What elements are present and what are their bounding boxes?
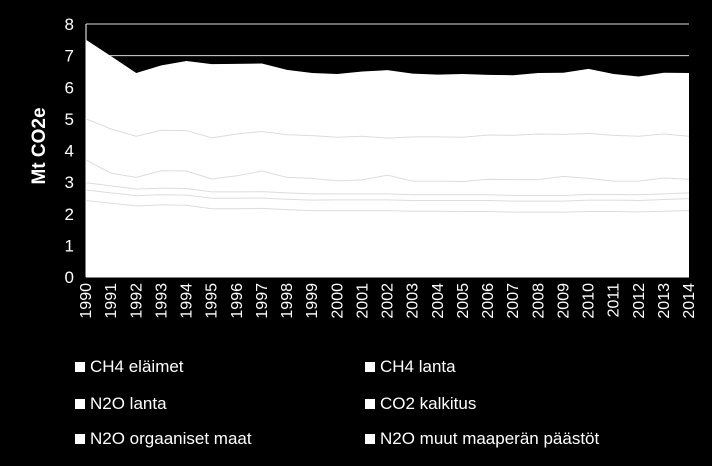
series-boundary-5 (85, 118, 690, 139)
x-tick-label: 1997 (254, 283, 271, 319)
x-tick-label: 1998 (279, 283, 296, 319)
y-tick-label: 4 (65, 142, 74, 161)
x-tick-label: 2010 (581, 283, 598, 319)
x-tick-label: 1999 (304, 283, 321, 319)
y-tick-label: 3 (65, 173, 74, 192)
x-tick-labels: 1990 1991 1992 1993 1994 1995 1996 1997 1998 1999… (78, 283, 698, 319)
x-tick-label: 1991 (103, 283, 120, 319)
y-tick-label: 0 (65, 268, 74, 287)
x-tick-label: 1990 (78, 283, 95, 319)
y-tick-label: 6 (65, 78, 74, 97)
x-tick-label: 2012 (631, 283, 648, 319)
area-3 (86, 182, 689, 202)
area-4 (86, 159, 689, 196)
series-boundary-2 (85, 189, 690, 202)
area-1 (86, 200, 689, 277)
x-tick-label: 2004 (430, 283, 447, 319)
x-tick-label: 2009 (555, 283, 572, 319)
series-boundary-4 (85, 159, 690, 182)
y-tick-label: 5 (65, 110, 74, 129)
axes (85, 24, 689, 278)
x-tick-label: 1992 (128, 283, 145, 319)
y-tick-label: 7 (65, 47, 74, 66)
x-tick-label: 2001 (354, 283, 371, 319)
series-boundary-3 (85, 182, 690, 196)
x-tick-label: 2013 (656, 283, 673, 319)
area-6 (86, 39, 689, 139)
x-tick-label: 2008 (530, 283, 547, 319)
y-axis-label: Mt CO2e (29, 107, 50, 184)
y-tick-labels: 0 1 2 3 4 5 6 7 8 (65, 15, 74, 287)
y-tick-label: 1 (65, 236, 74, 255)
x-tick-label: 2011 (606, 283, 623, 318)
x-tick-label: 2014 (681, 283, 698, 319)
x-tick-label: 2003 (405, 283, 422, 319)
series-boundary-lines (85, 118, 690, 213)
x-tick-label: 1994 (179, 283, 196, 319)
y-tick-label: 2 (65, 205, 74, 224)
x-tick-label: 2006 (480, 283, 497, 319)
x-tick-label: 2005 (455, 283, 472, 319)
x-tick-label: 2002 (380, 283, 397, 319)
x-tick-label: 1995 (204, 283, 221, 319)
x-tick-label: 1993 (153, 283, 170, 319)
x-tick-label: 2007 (505, 283, 522, 319)
x-tick-label: 1996 (229, 283, 246, 319)
area-2 (86, 190, 689, 213)
area-series (86, 39, 689, 277)
y-tick-label: 8 (65, 15, 74, 34)
x-tick-label: 2000 (329, 283, 346, 319)
series-boundary-1 (85, 199, 690, 213)
